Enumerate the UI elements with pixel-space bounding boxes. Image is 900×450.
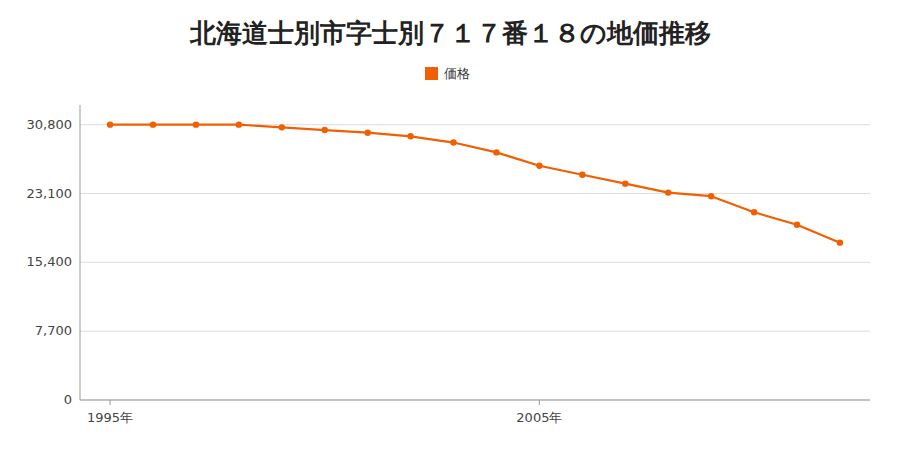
grid: [80, 125, 870, 400]
marker: [107, 121, 113, 127]
legend-swatch: [425, 67, 438, 80]
marker: [579, 172, 585, 178]
marker: [708, 193, 714, 199]
marker: [493, 149, 499, 155]
marker: [279, 124, 285, 130]
marker: [794, 222, 800, 228]
y-axis: [80, 105, 81, 400]
marker: [150, 121, 156, 127]
marker: [622, 180, 628, 186]
y-tick-label: 7,700: [35, 323, 72, 338]
marker: [665, 189, 671, 195]
legend-label: 価格: [444, 66, 470, 81]
grid-line: [80, 331, 870, 332]
marker: [536, 163, 542, 169]
marker: [364, 130, 370, 136]
title: 北海道士別市字士別７１７番１８の地価推移: [189, 18, 711, 48]
x-axis: [80, 400, 870, 401]
x-tick-label: 1995年: [87, 410, 133, 425]
y-tick-label: 30,800: [27, 117, 73, 132]
grid-line: [80, 400, 870, 401]
grid-line: [80, 262, 870, 263]
plot-area: [107, 121, 843, 245]
y-tick-label: 23,100: [27, 186, 73, 201]
legend: 価格: [425, 66, 470, 81]
line: [110, 125, 840, 243]
grid-line: [80, 193, 870, 194]
marker: [193, 121, 199, 127]
marker: [751, 209, 757, 215]
y-tick-label: 15,400: [27, 254, 73, 269]
y-tick-label: 0: [64, 392, 72, 407]
chart: 北海道士別市字士別７１７番１８の地価推移 0 7,700 15,400 23,100 30…: [0, 0, 900, 450]
marker: [450, 139, 456, 145]
marker: [322, 127, 328, 133]
marker: [236, 121, 242, 127]
x-tick-label: 2005年: [516, 410, 562, 425]
x-tick: [110, 400, 111, 405]
x-tick: [539, 400, 540, 405]
marker: [407, 133, 413, 139]
marker: [837, 239, 843, 245]
